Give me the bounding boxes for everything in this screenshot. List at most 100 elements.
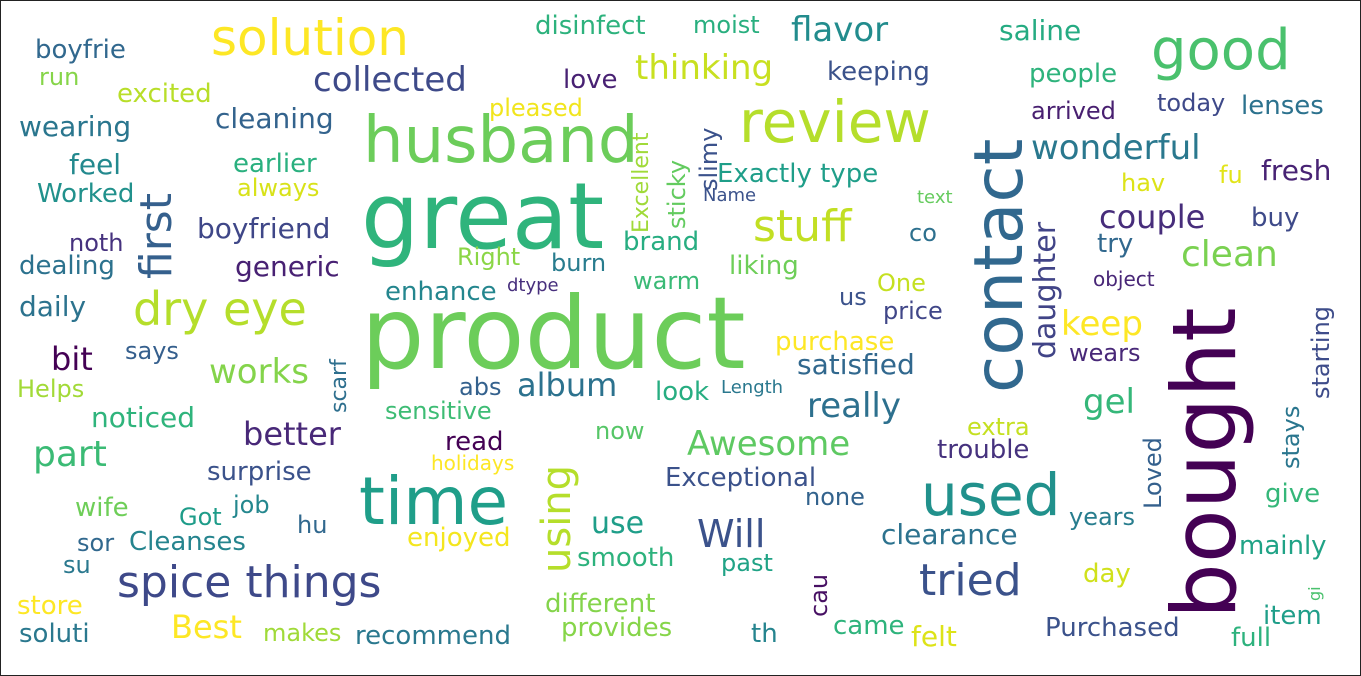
word-co: co bbox=[909, 219, 937, 247]
word-scarf: scarf bbox=[327, 359, 352, 413]
word-product: product bbox=[361, 275, 746, 392]
word-holidays: holidays bbox=[431, 451, 515, 475]
word-better: better bbox=[243, 415, 341, 453]
word-enjoyed: enjoyed bbox=[407, 523, 511, 553]
word-length: Length bbox=[721, 377, 784, 398]
word-dry-eye: dry eye bbox=[133, 282, 307, 336]
word-really: really bbox=[807, 386, 901, 426]
word-gel: gel bbox=[1083, 382, 1135, 422]
word-review: review bbox=[739, 88, 931, 156]
word-time: time bbox=[359, 463, 509, 540]
word-read: read bbox=[445, 427, 504, 457]
word-lenses: lenses bbox=[1241, 91, 1324, 121]
word-slimy: slimy bbox=[695, 127, 723, 191]
word-recommend: recommend bbox=[355, 621, 511, 651]
word-wonderful: wonderful bbox=[1031, 128, 1201, 168]
word-always: always bbox=[237, 174, 320, 202]
word-excellent: Excellent bbox=[629, 132, 654, 234]
word-extra: extra bbox=[967, 413, 1030, 441]
word-thinking: thinking bbox=[635, 48, 774, 88]
word-awesome: Awesome bbox=[687, 424, 851, 464]
word-bought: bought bbox=[1153, 307, 1256, 619]
word-enhance: enhance bbox=[385, 277, 497, 307]
word-su: su bbox=[63, 551, 91, 579]
word-soluti: soluti bbox=[19, 619, 90, 649]
word-buy: buy bbox=[1251, 203, 1300, 233]
word-price: price bbox=[883, 297, 943, 325]
word-clean: clean bbox=[1181, 234, 1278, 275]
word-stuff: stuff bbox=[753, 201, 852, 252]
word-dtype: dtype bbox=[507, 275, 559, 296]
word-husband: husband bbox=[363, 104, 639, 178]
word-starting: starting bbox=[1307, 305, 1335, 399]
word-noticed: noticed bbox=[91, 401, 196, 434]
word-name: Name bbox=[703, 185, 757, 206]
word-give: give bbox=[1265, 479, 1321, 509]
word-came: came bbox=[833, 611, 905, 641]
word-makes: makes bbox=[263, 619, 342, 647]
word-wife: wife bbox=[75, 493, 129, 523]
word-us: us bbox=[839, 283, 867, 311]
word-cleanses: Cleanses bbox=[129, 527, 246, 557]
word-arrived: arrived bbox=[1031, 97, 1116, 125]
word-excited: excited bbox=[117, 79, 212, 109]
word-object: object bbox=[1093, 267, 1155, 291]
word-right: Right bbox=[457, 243, 521, 271]
word-fu: fu bbox=[1219, 161, 1243, 189]
word-th: th bbox=[751, 619, 778, 649]
word-job: job bbox=[233, 491, 270, 519]
word-hu: hu bbox=[297, 511, 328, 539]
word-wearing: wearing bbox=[19, 110, 132, 143]
word-using: using bbox=[534, 464, 580, 573]
word-tried: tried bbox=[919, 555, 1022, 606]
word-keep: keep bbox=[1061, 304, 1143, 344]
word-now: now bbox=[595, 417, 645, 445]
word-moist: moist bbox=[693, 11, 760, 39]
word-provides: provides bbox=[561, 613, 673, 643]
word-works: works bbox=[209, 352, 309, 392]
word-warm: warm bbox=[633, 267, 701, 295]
word-says: says bbox=[125, 337, 179, 365]
word-text: text bbox=[917, 187, 953, 208]
word-look: look bbox=[655, 377, 710, 407]
word-boyfriend: boyfriend bbox=[197, 212, 331, 245]
word-purchased: Purchased bbox=[1045, 613, 1180, 643]
word-solution: solution bbox=[211, 9, 409, 67]
word-bit: bit bbox=[51, 340, 93, 378]
word-couple: couple bbox=[1099, 198, 1206, 236]
word-surprise: surprise bbox=[207, 457, 312, 487]
word-noth: noth bbox=[69, 229, 124, 257]
word-today: today bbox=[1157, 89, 1226, 117]
word-helps: Helps bbox=[17, 375, 85, 403]
word-part: part bbox=[33, 434, 107, 475]
word-dealing: dealing bbox=[19, 251, 115, 281]
word-sensitive: sensitive bbox=[385, 397, 492, 425]
word-first: first bbox=[131, 193, 182, 279]
word-brand: brand bbox=[623, 227, 700, 257]
word-years: years bbox=[1069, 503, 1136, 531]
word-flavor: flavor bbox=[791, 10, 889, 50]
word-saline: saline bbox=[999, 14, 1082, 47]
word-generic: generic bbox=[235, 250, 340, 283]
word-felt: felt bbox=[911, 620, 957, 653]
word-clearance: clearance bbox=[881, 518, 1018, 551]
word-cau: cau bbox=[805, 573, 833, 617]
word-exactly-type: Exactly type bbox=[717, 159, 879, 189]
word-keeping: keeping bbox=[827, 57, 930, 87]
word-day: day bbox=[1083, 559, 1131, 589]
word-mainly: mainly bbox=[1239, 531, 1327, 561]
word-sor: sor bbox=[77, 529, 115, 557]
word-pleased: pleased bbox=[489, 94, 583, 122]
word-feel: feel bbox=[69, 148, 122, 181]
word-sticky: sticky bbox=[663, 159, 691, 229]
word-purchase: purchase bbox=[775, 327, 895, 357]
word-spice-things: spice things bbox=[117, 557, 382, 608]
word-fresh: fresh bbox=[1261, 154, 1332, 187]
word-try: try bbox=[1097, 229, 1134, 259]
word-different: different bbox=[545, 589, 656, 619]
word-satisfied: satisfied bbox=[797, 348, 915, 381]
word-love: love bbox=[563, 65, 618, 95]
word-worked: Worked bbox=[37, 179, 135, 209]
word-disinfect: disinfect bbox=[535, 11, 646, 41]
